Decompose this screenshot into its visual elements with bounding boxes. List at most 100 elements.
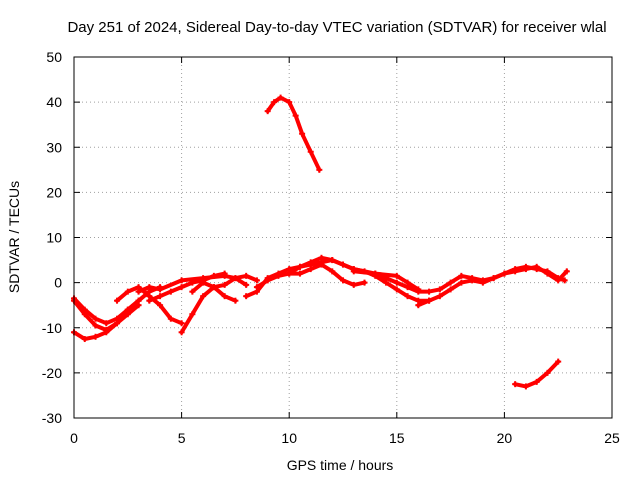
data-point [307,259,314,266]
data-point [436,293,443,300]
data-point [533,378,540,385]
data-point [135,288,142,295]
data-point [178,320,185,327]
data-point [404,293,411,300]
y-axis-label: SDTVAR / TECUs [6,181,22,293]
data-point [329,257,336,264]
data-point [81,311,88,318]
data-point [350,281,357,288]
x-tick-label: 10 [281,430,297,446]
data-point [458,272,465,279]
data-point [361,279,368,286]
data-point [210,272,217,279]
data-point [286,270,293,277]
x-tick-label: 0 [70,430,78,446]
data-point [393,272,400,279]
data-point [253,284,260,291]
data-point [340,277,346,284]
data-point [447,286,454,293]
data-point [275,272,282,279]
data-point [243,281,250,288]
data-point [318,254,325,261]
data-point [561,277,568,284]
y-tick-label: 20 [46,184,62,200]
data-point [146,297,153,304]
data-point [522,266,529,273]
grid-lines [74,57,612,418]
data-point [103,327,110,334]
data-point [555,358,562,365]
data-point [253,277,260,284]
data-point [264,277,271,284]
data-point [221,293,228,300]
data-point [426,297,433,304]
data-point [350,268,357,275]
data-point [307,148,314,155]
data-point [296,270,303,277]
data-point [490,275,497,282]
data-point [264,108,271,115]
data-point [200,279,207,286]
data-point [299,130,306,137]
data-point [404,284,411,291]
data-point [232,275,239,282]
data-point [340,261,346,268]
data-point [114,320,121,327]
ticks: 0 5 10 15 20 25 -30 -20 -10 0 10 20 30 40 50 [42,49,620,446]
data-point [329,268,336,275]
data-point [243,272,250,279]
data-point [372,270,379,277]
data-point [544,369,551,376]
data-point [92,315,99,322]
data-point [92,322,99,329]
data-point [167,288,174,295]
data-point [415,288,422,295]
y-tick-label: 30 [46,139,62,155]
data-point [135,302,142,309]
data-point [296,263,303,270]
data-point [189,288,196,295]
data-point [271,99,278,106]
data-point [81,336,88,343]
data-point [178,329,185,336]
data-point [103,320,110,327]
x-tick-label: 5 [178,430,186,446]
data-point [286,99,293,106]
data-point [415,302,422,309]
data-point [92,333,99,340]
data-point [243,293,250,300]
data-point [512,268,519,275]
data-point [447,279,454,286]
data-point [167,315,174,322]
data-point [210,284,217,291]
x-axis-label: GPS time / hours [287,457,394,473]
y-tick-label: -30 [42,410,62,426]
data-point [393,286,400,293]
series-line-track-14 [265,95,322,172]
data-point [307,266,314,273]
data-point [124,311,131,318]
data-point [189,311,196,318]
data-point [469,277,476,284]
chart-title: Day 251 of 2024, Sidereal Day-to-day VTE… [67,19,606,36]
data-point [393,279,400,286]
data-point [232,297,239,304]
data-point [426,288,433,295]
data-point [458,279,465,286]
data-point [277,94,284,101]
y-tick-label: 10 [46,230,62,246]
y-tick-label: 0 [54,275,62,291]
data-point [157,293,164,300]
series-line-track-13 [416,264,569,308]
data-point [292,112,299,119]
data-point [555,277,562,284]
data-point [221,281,228,288]
y-tick-label: -10 [42,320,62,336]
x-tick-label: 25 [604,430,620,446]
x-tick-label: 15 [389,430,405,446]
data-point [200,293,207,300]
y-tick-label: -20 [42,365,62,381]
y-tick-label: 40 [46,94,62,110]
data-point [563,268,570,275]
data-point [522,383,529,390]
